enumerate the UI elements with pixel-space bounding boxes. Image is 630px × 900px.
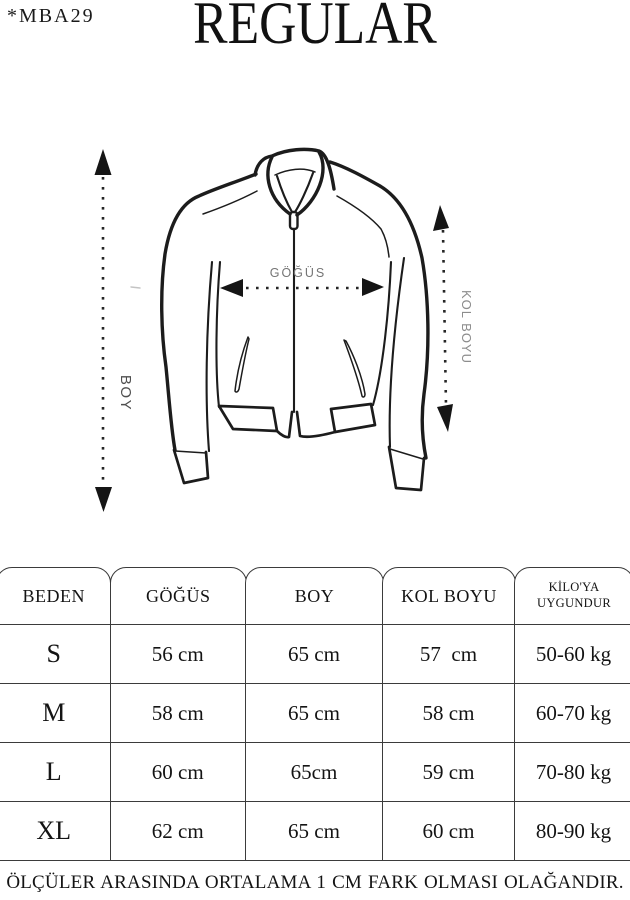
col-header-gogus: GÖĞÜS: [109, 567, 247, 625]
table-row-l: L 60 cm 65cm 59 cm 70-80 kg: [0, 743, 630, 802]
cell-sleeve: 59 cm: [383, 743, 515, 801]
neck-v-right: [293, 171, 315, 214]
sleeve-inner-left: [205, 260, 214, 453]
cell-length: 65 cm: [246, 802, 383, 860]
cell-size: XL: [0, 802, 111, 860]
cell-weight: 60-70 kg: [515, 684, 630, 742]
sleeve-arrow-line: [441, 229, 448, 407]
pocket-slit-left: [234, 336, 250, 393]
hem-front-right: [295, 410, 337, 439]
cell-length: 65cm: [246, 743, 383, 801]
cell-chest: 58 cm: [111, 684, 246, 742]
waistband-rib-left: [217, 404, 279, 433]
col-header-boy: BOY: [245, 567, 384, 625]
yoke-seam-left: [202, 190, 258, 215]
sleeve-arrowhead-bottom: [437, 404, 453, 432]
neck-v-left: [275, 174, 294, 214]
cell-length: 65 cm: [246, 625, 383, 683]
table-row-xl: XL 62 cm 65 cm 60 cm 80-90 kg: [0, 802, 630, 861]
product-code: *MBA29: [7, 5, 95, 27]
right-cuff-seam: [389, 448, 424, 460]
left-cuff: [172, 448, 210, 485]
cell-size: S: [0, 625, 111, 683]
chest-arrowhead-right: [362, 278, 384, 296]
cell-chest: 60 cm: [111, 743, 246, 801]
collar-outer: [253, 147, 336, 191]
pocket-slit-right: [343, 339, 366, 398]
measurement-arrows: GÖĞÜS BOY KOL BOYU: [94, 149, 474, 512]
col-header-kol-boyu: KOL BOYU: [382, 567, 516, 625]
page-title: REGULAR: [193, 0, 437, 56]
size-table: BEDEN GÖĞÜS BOY KOL BOYU KİLO'YA UYGUNDU…: [0, 567, 630, 861]
left-shoulder-sleeve: [160, 172, 258, 452]
chest-arrowhead-left: [220, 279, 243, 297]
length-arrowhead-bottom: [95, 487, 112, 512]
waistband-rib-right: [329, 402, 377, 434]
left-cuff-seam: [174, 450, 207, 454]
cell-chest: 62 cm: [111, 802, 246, 860]
cell-chest: 56 cm: [111, 625, 246, 683]
chest-measure-label: GÖĞÜS: [270, 265, 327, 280]
cell-weight: 80-90 kg: [515, 802, 630, 860]
cell-weight: 70-80 kg: [515, 743, 630, 801]
length-measure-label: BOY: [117, 375, 134, 411]
right-shoulder-sleeve: [328, 160, 430, 460]
body-side-left: [215, 260, 222, 409]
sleeve-measure-label: KOL BOYU: [459, 290, 474, 364]
scan-artifact-dash: [130, 286, 141, 289]
collar-band-seam: [274, 168, 316, 176]
table-row-s: S 56 cm 65 cm 57 cm 50-60 kg: [0, 625, 630, 684]
cell-size: M: [0, 684, 111, 742]
cell-length: 65 cm: [246, 684, 383, 742]
hem-front-left: [275, 410, 294, 439]
body-side-right: [371, 260, 393, 407]
collar-lapel-left: [266, 155, 292, 216]
yoke-seam-right: [336, 195, 390, 258]
tolerance-note: ÖLÇÜLER ARASINDA ORTALAMA 1 CM FARK OLMA…: [6, 872, 624, 893]
cell-sleeve: 60 cm: [383, 802, 515, 860]
cell-size: L: [0, 743, 111, 801]
sleeve-inner-right: [388, 256, 406, 449]
cell-weight: 50-60 kg: [515, 625, 630, 683]
size-table-header-row: BEDEN GÖĞÜS BOY KOL BOYU KİLO'YA UYGUNDU…: [0, 567, 630, 625]
collar-lapel-right: [295, 150, 325, 217]
jacket-outline: [130, 147, 430, 492]
jacket-measurement-diagram: GÖĞÜS BOY KOL BOYU: [94, 147, 474, 512]
cell-sleeve: 58 cm: [383, 684, 515, 742]
cell-sleeve: 57 cm: [383, 625, 515, 683]
col-header-kilo: KİLO'YA UYGUNDUR: [514, 567, 630, 625]
right-cuff: [387, 445, 426, 492]
table-row-m: M 58 cm 65 cm 58 cm 60-70 kg: [0, 684, 630, 743]
zipper-pull: [288, 210, 299, 231]
length-arrowhead-top: [94, 149, 112, 175]
sleeve-arrowhead-top: [433, 205, 449, 231]
col-header-beden: BEDEN: [0, 567, 112, 625]
